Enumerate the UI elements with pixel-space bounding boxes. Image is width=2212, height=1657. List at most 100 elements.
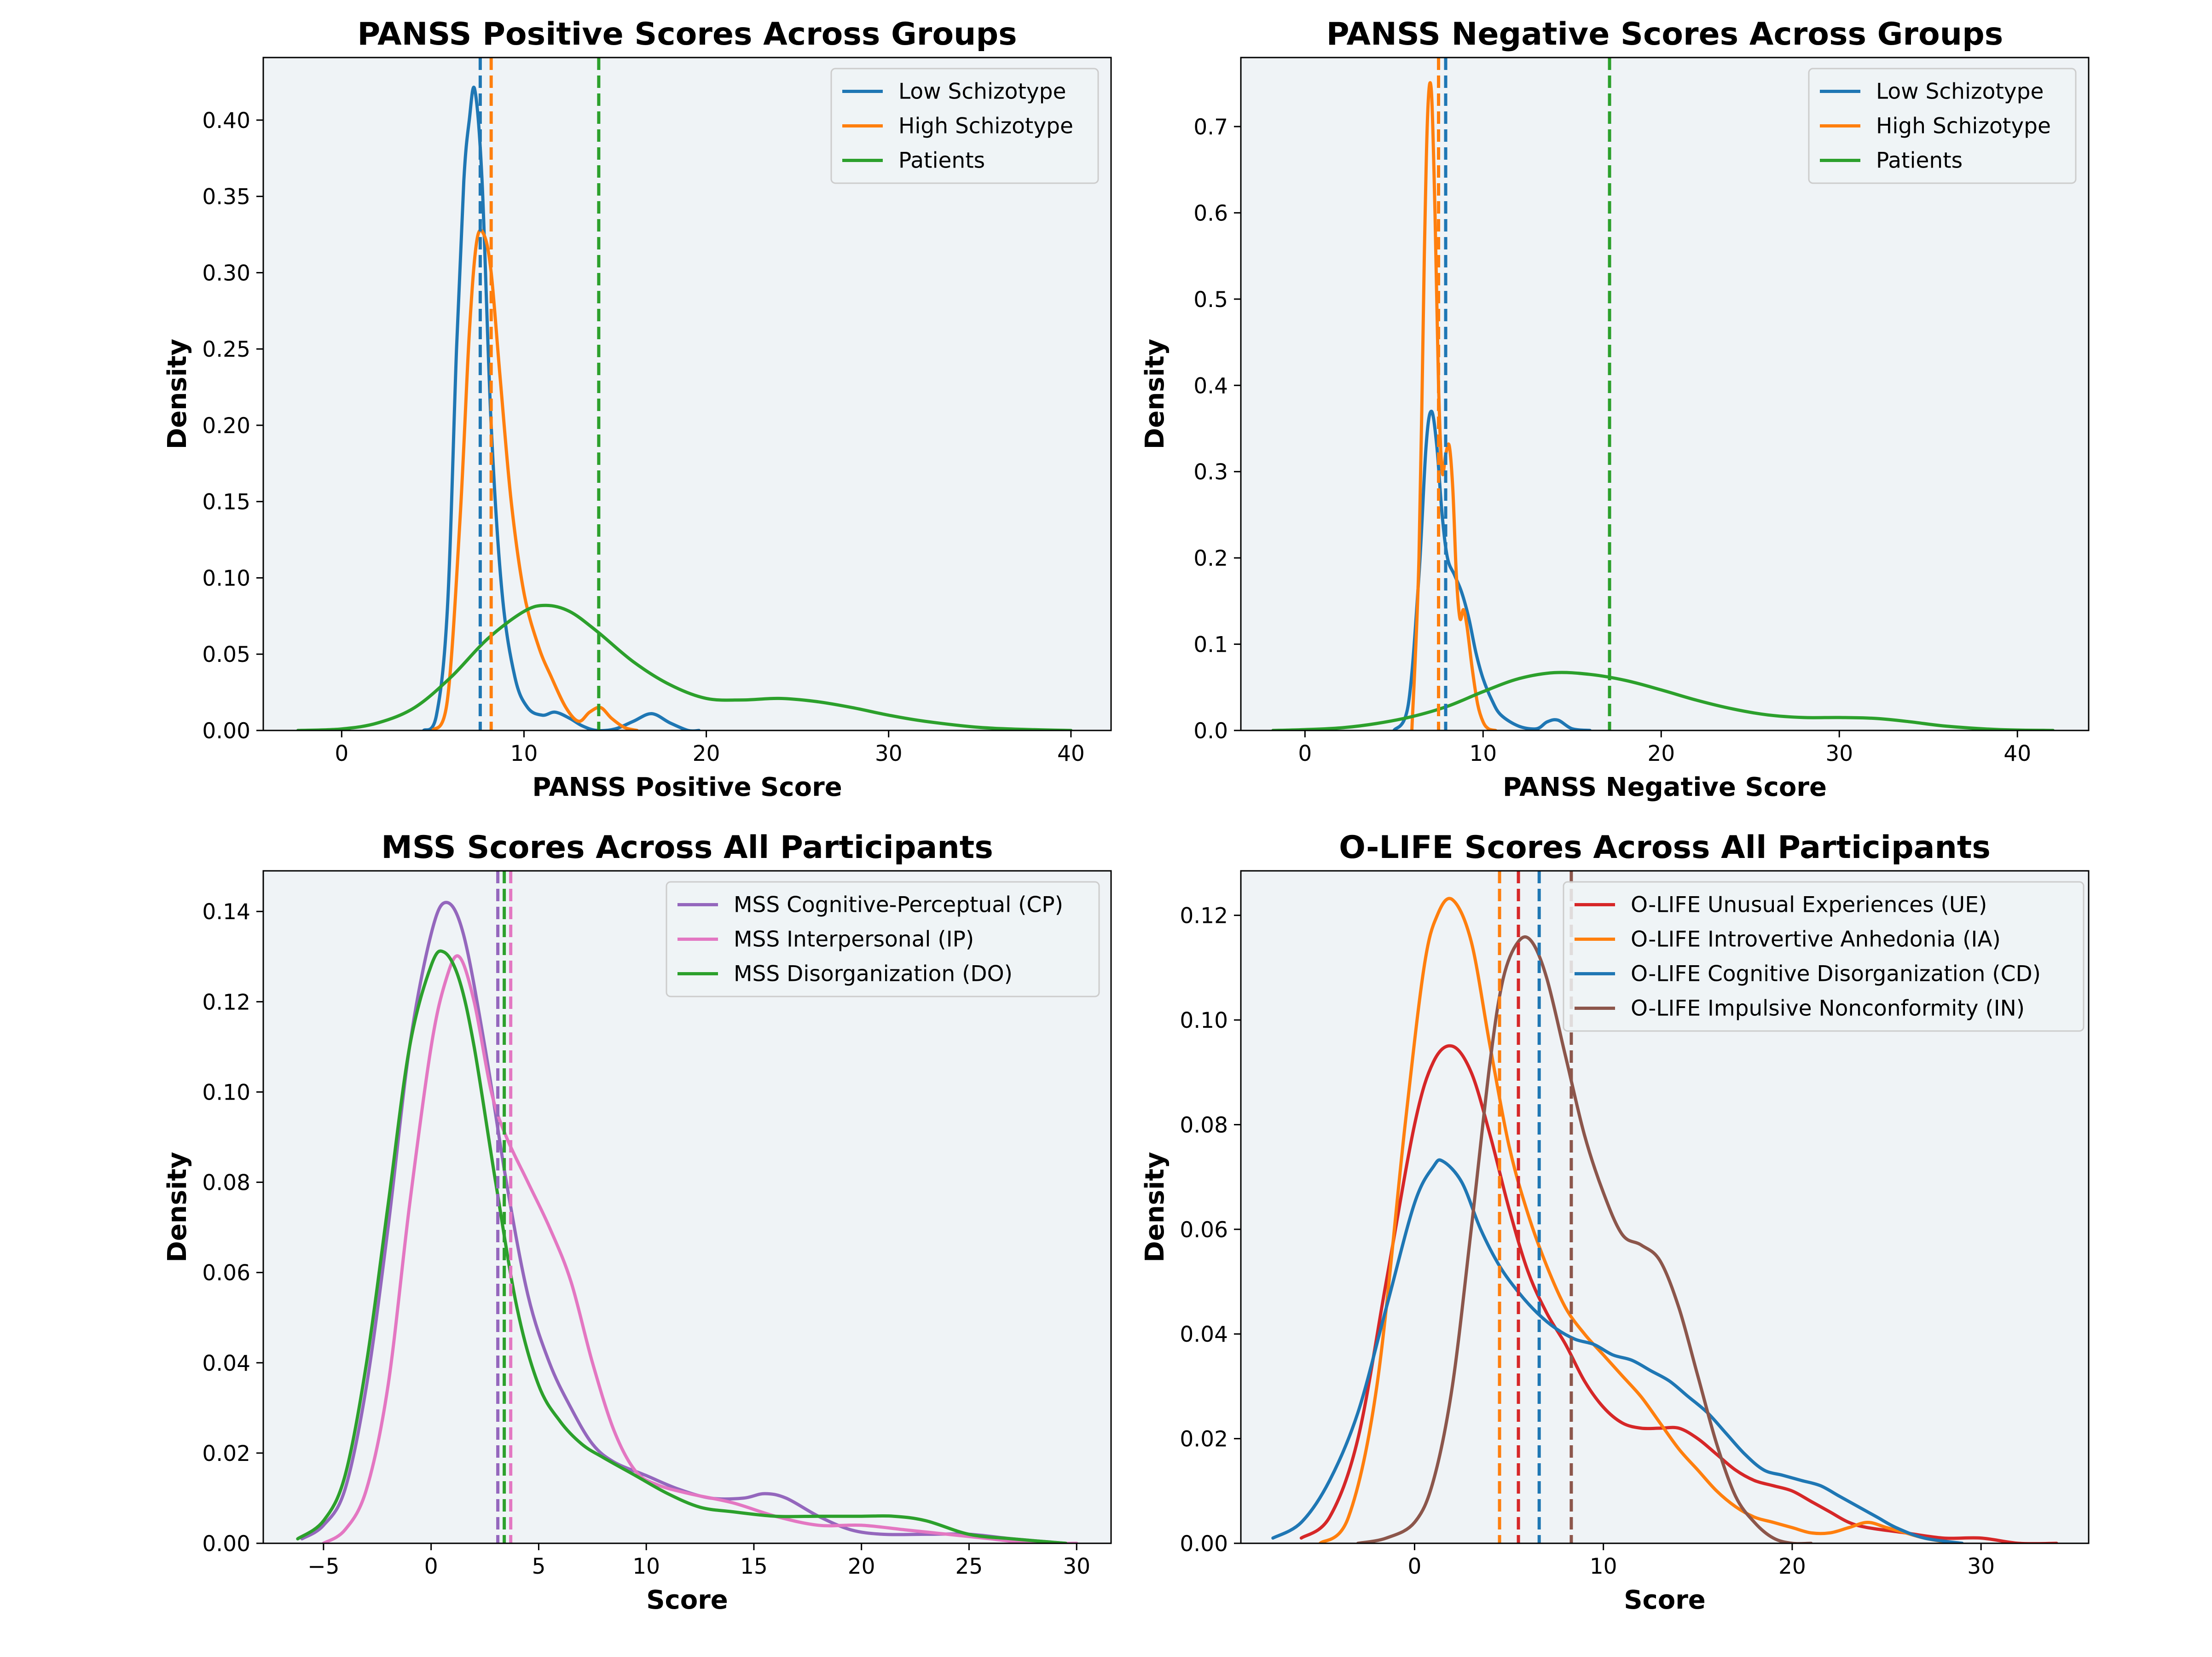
x-tick-label: −5 bbox=[307, 1554, 339, 1579]
y-tick-label: 0.1 bbox=[1193, 632, 1228, 658]
x-tick-label: 40 bbox=[1057, 741, 1085, 766]
x-axis-label: Score bbox=[1624, 1585, 1706, 1615]
y-tick-label: 0.02 bbox=[1180, 1427, 1228, 1452]
x-tick-label: 30 bbox=[1967, 1554, 1995, 1579]
x-axis-label: PANSS Negative Score bbox=[1503, 772, 1827, 802]
legend-label: MSS Disorganization (DO) bbox=[734, 962, 1013, 987]
y-tick-label: 0.5 bbox=[1193, 287, 1228, 313]
y-tick-label: 0.06 bbox=[1180, 1217, 1228, 1243]
legend-box bbox=[666, 881, 1100, 997]
y-tick-label: 0.00 bbox=[1180, 1531, 1228, 1557]
y-tick-label: 0.05 bbox=[202, 642, 250, 667]
axes-frame bbox=[1240, 870, 2090, 1544]
legend-label: O-LIFE Cognitive Disorganization (CD) bbox=[1631, 962, 2041, 987]
y-tick-label: 0.04 bbox=[202, 1351, 250, 1376]
legend-label: High Schizotype bbox=[898, 114, 1073, 139]
series-line-2 bbox=[431, 228, 639, 730]
y-tick-label: 0.3 bbox=[1193, 460, 1228, 485]
legend-label: MSS Cognitive-Perceptual (CP) bbox=[734, 892, 1063, 918]
legend: O-LIFE Unusual Experiences (UE) O-LIFE In… bbox=[1563, 881, 2085, 1032]
subplot-3: −5 0 5 10 15 20 25 30 0.00 0.02 0.04 0.06 0.08 0.10 0.… bbox=[162, 829, 1112, 1615]
y-tick-label: 0.04 bbox=[1180, 1322, 1228, 1347]
legend: Low Schizotype High Schizotype Patients bbox=[1808, 68, 2077, 184]
series-line-1 bbox=[300, 901, 1068, 1543]
x-tick-label: 20 bbox=[1647, 741, 1675, 766]
y-axis-label: Density bbox=[162, 1152, 192, 1262]
y-tick-label: 0.00 bbox=[202, 718, 250, 744]
series-line-1 bbox=[422, 86, 701, 730]
y-tick-label: 0.08 bbox=[202, 1170, 250, 1196]
y-axis-label: Density bbox=[1140, 339, 1170, 449]
x-tick-label: 0 bbox=[424, 1554, 438, 1579]
y-tick-label: 0.40 bbox=[202, 108, 250, 133]
y-tick-label: 0.20 bbox=[202, 413, 250, 439]
series-line-4 bbox=[1356, 935, 1813, 1543]
x-tick-label: 20 bbox=[1778, 1554, 1806, 1579]
y-tick-label: 0.12 bbox=[202, 990, 250, 1015]
x-tick-label: 30 bbox=[1825, 741, 1853, 766]
legend-label: MSS Interpersonal (IP) bbox=[734, 927, 974, 952]
y-axis-label: Density bbox=[162, 339, 192, 449]
x-tick-label: 30 bbox=[875, 741, 903, 766]
y-tick-label: 0.10 bbox=[202, 1080, 250, 1105]
y-tick-label: 0.25 bbox=[202, 337, 250, 362]
y-tick-label: 0.35 bbox=[202, 185, 250, 210]
y-tick-label: 0.10 bbox=[1180, 1008, 1228, 1033]
y-tick-label: 0.12 bbox=[1180, 904, 1228, 929]
axes-frame bbox=[262, 57, 1112, 731]
x-tick-label: 0 bbox=[1298, 741, 1312, 766]
axes-frame bbox=[262, 870, 1112, 1544]
y-tick-label: 0.00 bbox=[202, 1531, 250, 1557]
axes-frame bbox=[1240, 57, 2090, 731]
subplot-1: 0 10 20 30 40 0.00 0.05 0.10 0.15 0.20 0.25 0.30 0.3… bbox=[162, 16, 1112, 802]
subplot-4: 0 10 20 30 0.00 0.02 0.04 0.06 0.08 0.10 0.12 O-LIF… bbox=[1140, 829, 2090, 1615]
plot-area bbox=[296, 871, 1078, 1543]
x-tick-label: 20 bbox=[693, 741, 720, 766]
y-tick-label: 0.6 bbox=[1193, 201, 1228, 226]
series-line-1 bbox=[1392, 410, 1592, 730]
x-tick-label: 5 bbox=[532, 1554, 545, 1579]
series-line-3 bbox=[296, 603, 1073, 730]
x-tick-label: 10 bbox=[1590, 1554, 1617, 1579]
legend-label: Low Schizotype bbox=[1876, 79, 2044, 104]
series-line-3 bbox=[1271, 1158, 1964, 1543]
x-tick-label: 10 bbox=[1469, 741, 1497, 766]
legend-label: O-LIFE Introvertive Anhedonia (IA) bbox=[1631, 927, 2001, 952]
legend-label: Patients bbox=[1876, 148, 1963, 174]
plot-area bbox=[1271, 58, 2055, 730]
legend-box bbox=[1808, 68, 2077, 184]
legend-label: Patients bbox=[898, 148, 985, 174]
series-line-2 bbox=[322, 954, 1078, 1543]
legend-label: High Schizotype bbox=[1876, 114, 2051, 139]
legend-box bbox=[1563, 881, 2085, 1032]
chart-title: O-LIFE Scores Across All Participants bbox=[1339, 829, 1991, 866]
x-tick-label: 30 bbox=[1063, 1554, 1090, 1579]
legend: Low Schizotype High Schizotype Patients bbox=[830, 68, 1099, 184]
x-tick-label: 0 bbox=[335, 741, 348, 766]
y-tick-label: 0.10 bbox=[202, 566, 250, 591]
series-line-3 bbox=[1271, 671, 2055, 730]
chart-title: PANSS Negative Scores Across Groups bbox=[1326, 16, 2003, 52]
y-tick-label: 0.2 bbox=[1193, 546, 1228, 571]
y-tick-label: 0.02 bbox=[202, 1441, 250, 1466]
x-tick-label: 10 bbox=[632, 1554, 660, 1579]
y-tick-label: 0.4 bbox=[1193, 373, 1228, 399]
y-tick-label: 0.14 bbox=[202, 899, 250, 925]
legend-label: Low Schizotype bbox=[898, 79, 1066, 104]
x-tick-label: 40 bbox=[2004, 741, 2031, 766]
legend-label: O-LIFE Unusual Experiences (UE) bbox=[1631, 892, 1987, 918]
series-line-2 bbox=[1318, 897, 1955, 1543]
x-tick-label: 0 bbox=[1407, 1554, 1421, 1579]
legend-label: O-LIFE Impulsive Nonconformity (IN) bbox=[1631, 996, 2025, 1021]
y-tick-label: 0.30 bbox=[202, 261, 250, 286]
x-tick-label: 15 bbox=[740, 1554, 768, 1579]
subplot-2: 0 10 20 30 40 0.0 0.1 0.2 0.3 0.4 0.5 0.6 0.7 PANSS N… bbox=[1140, 16, 2090, 802]
y-tick-label: 0.15 bbox=[202, 490, 250, 515]
chart-title: PANSS Positive Scores Across Groups bbox=[357, 16, 1017, 52]
y-tick-label: 0.0 bbox=[1193, 718, 1228, 744]
x-tick-label: 25 bbox=[955, 1554, 983, 1579]
plot-area bbox=[296, 58, 1073, 730]
x-tick-label: 10 bbox=[510, 741, 538, 766]
x-tick-label: 20 bbox=[848, 1554, 875, 1579]
